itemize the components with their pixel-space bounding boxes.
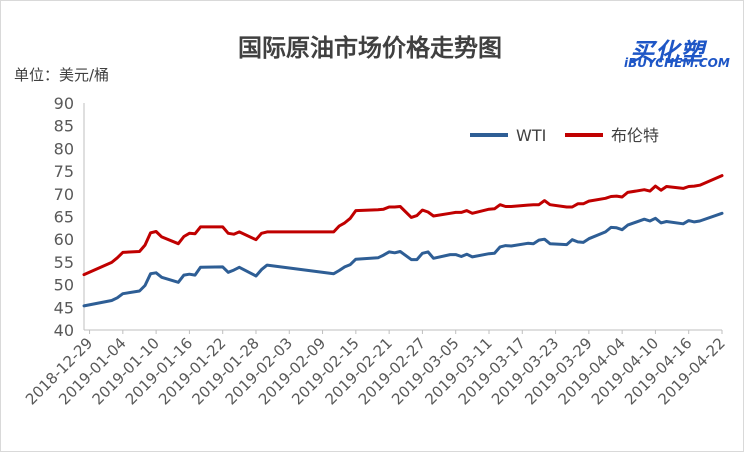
y-tick-label: 80 bbox=[54, 139, 74, 158]
y-tick-label: 75 bbox=[54, 162, 74, 181]
unit-label: 单位：美元/桶 bbox=[14, 66, 110, 84]
y-tick-label: 65 bbox=[54, 208, 74, 227]
legend-label: WTI bbox=[516, 126, 546, 145]
y-tick-label: 40 bbox=[54, 321, 74, 340]
y-tick-label: 50 bbox=[54, 276, 74, 295]
brand-logo: 买化塑 iBUYCHEM.COM bbox=[624, 34, 730, 70]
y-tick-label: 45 bbox=[54, 298, 74, 317]
y-tick-label: 90 bbox=[54, 94, 74, 113]
y-tick-label: 55 bbox=[54, 253, 74, 272]
series-line-wti bbox=[82, 211, 724, 308]
y-tick-label: 70 bbox=[54, 185, 74, 204]
y-tick-label: 85 bbox=[54, 117, 74, 136]
chart-title: 国际原油市场价格走势图 bbox=[238, 34, 502, 62]
legend-label: 布伦特 bbox=[611, 126, 659, 145]
brand-logo-cn: 买化塑 bbox=[630, 38, 705, 66]
brand-logo-en: iBUYCHEM.COM bbox=[624, 56, 730, 70]
series-line-brent bbox=[82, 174, 724, 277]
y-tick-label: 60 bbox=[54, 230, 74, 249]
